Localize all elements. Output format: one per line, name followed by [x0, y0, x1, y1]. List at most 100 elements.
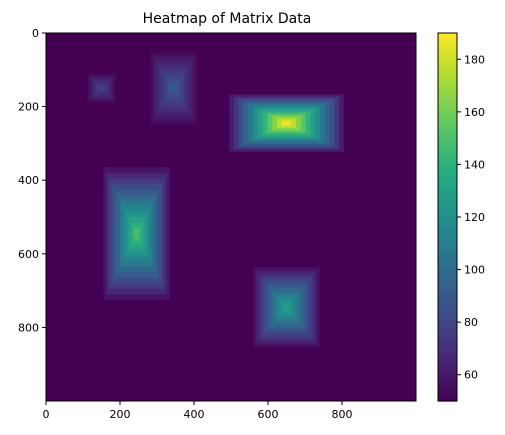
colorbar-segment	[438, 153, 457, 158]
colorbar-tick-label: 140	[464, 158, 485, 171]
colorbar-segment	[438, 269, 457, 273]
colorbar-segment	[438, 193, 457, 197]
plot-frame	[45, 32, 417, 402]
y-tick-label: 600	[18, 248, 39, 261]
x-tick-label: 200	[110, 408, 131, 421]
colorbar: 60 80 100 120 140 160 180	[437, 32, 485, 402]
colorbar-segment	[438, 274, 457, 279]
colorbar-segment	[438, 295, 457, 300]
x-tick-label: 800	[332, 408, 353, 421]
colorbar-segment	[438, 214, 457, 218]
colorbar-segment	[438, 82, 457, 87]
colorbar-segment	[438, 164, 457, 168]
x-tick-label: 600	[258, 408, 279, 421]
colorbar-segment	[438, 282, 457, 286]
colorbar-segment	[438, 135, 457, 139]
colorbar-segment	[438, 266, 457, 271]
colorbar-segment	[438, 332, 457, 336]
colorbar-segment	[438, 232, 457, 236]
colorbar-segment	[438, 361, 457, 365]
colorbar-segment	[438, 106, 457, 110]
colorbar-segment	[438, 96, 457, 100]
colorbar-segment	[438, 316, 457, 321]
colorbar-segment	[438, 167, 457, 171]
colorbar-segment	[438, 64, 457, 68]
heatmap-cell	[283, 303, 290, 311]
colorbar-segment	[438, 240, 457, 244]
colorbar-segment	[438, 251, 457, 255]
colorbar-segment	[438, 245, 457, 250]
colorbar-segment	[438, 51, 457, 55]
colorbar-segment	[438, 358, 457, 363]
heatmap-cell	[281, 120, 292, 126]
colorbar-segment	[438, 56, 457, 60]
colorbar-segment	[438, 356, 457, 360]
blob-square-bottom	[253, 267, 320, 347]
colorbar-segment	[438, 77, 457, 81]
colorbar-segment	[438, 224, 457, 229]
colorbar-segment	[438, 198, 457, 202]
colorbar-segment	[438, 351, 457, 355]
colorbar-segment	[438, 127, 457, 131]
colorbar-segment	[438, 277, 457, 281]
colorbar-segment	[438, 122, 457, 126]
colorbar-segment	[438, 259, 457, 263]
colorbar-segment	[438, 46, 457, 50]
colorbar-segment	[438, 235, 457, 239]
colorbar-segment	[438, 298, 457, 302]
blob-wide-right	[229, 94, 344, 152]
colorbar-segment	[438, 138, 457, 142]
colorbar-segment	[438, 156, 457, 160]
colorbar-segment	[438, 285, 457, 289]
colorbar-segment	[438, 222, 457, 226]
colorbar-segment	[438, 125, 457, 129]
colorbar-segment	[438, 335, 457, 339]
colorbar-segment	[438, 248, 457, 252]
colorbar-segment	[438, 327, 457, 331]
colorbar-segment	[438, 311, 457, 315]
x-tick-label: 400	[184, 408, 205, 421]
colorbar-segment	[438, 109, 457, 113]
colorbar-segment	[438, 379, 457, 384]
colorbar-segment	[438, 148, 457, 152]
colorbar-segment	[438, 243, 457, 247]
colorbar-segment	[438, 377, 457, 381]
blob-tall-left	[103, 167, 170, 300]
y-tick-label: 200	[18, 101, 39, 114]
colorbar-segment	[438, 140, 457, 144]
colorbar-segment	[438, 98, 457, 102]
colorbar-segment	[438, 146, 457, 150]
colorbar-segment	[438, 177, 457, 181]
colorbar-segment	[438, 38, 457, 42]
colorbar-segment	[438, 67, 457, 71]
x-tick-label: 0	[43, 408, 50, 421]
colorbar-segment	[438, 280, 457, 284]
colorbar-segment	[438, 143, 457, 147]
colorbar-segment	[438, 69, 457, 74]
colorbar-segment	[438, 374, 457, 378]
colorbar-segment	[438, 161, 457, 166]
colorbar-segment	[438, 385, 457, 389]
colorbar-segment	[438, 330, 457, 334]
colorbar-segment	[438, 261, 457, 265]
colorbar-segment	[438, 230, 457, 234]
colorbar-segment	[438, 209, 457, 213]
y-tick-label: 800	[18, 321, 39, 334]
colorbar-segment	[438, 211, 457, 215]
colorbar-segment	[438, 238, 457, 242]
colorbar-segment	[438, 395, 457, 399]
colorbar-segment	[438, 343, 457, 347]
colorbar-segment	[438, 33, 457, 37]
colorbar-segment	[438, 201, 457, 205]
colorbar-segment	[438, 345, 457, 350]
colorbar-segment	[438, 35, 457, 39]
colorbar-segment	[438, 290, 457, 294]
colorbar-segment	[438, 387, 457, 392]
colorbar-segment	[438, 72, 457, 76]
colorbar-segment	[438, 80, 457, 84]
colorbar-segment	[438, 206, 457, 210]
colorbar-segment	[438, 364, 457, 368]
colorbar-segment	[438, 314, 457, 318]
colorbar-tick-label: 80	[464, 316, 478, 329]
colorbar-segment	[438, 182, 457, 187]
